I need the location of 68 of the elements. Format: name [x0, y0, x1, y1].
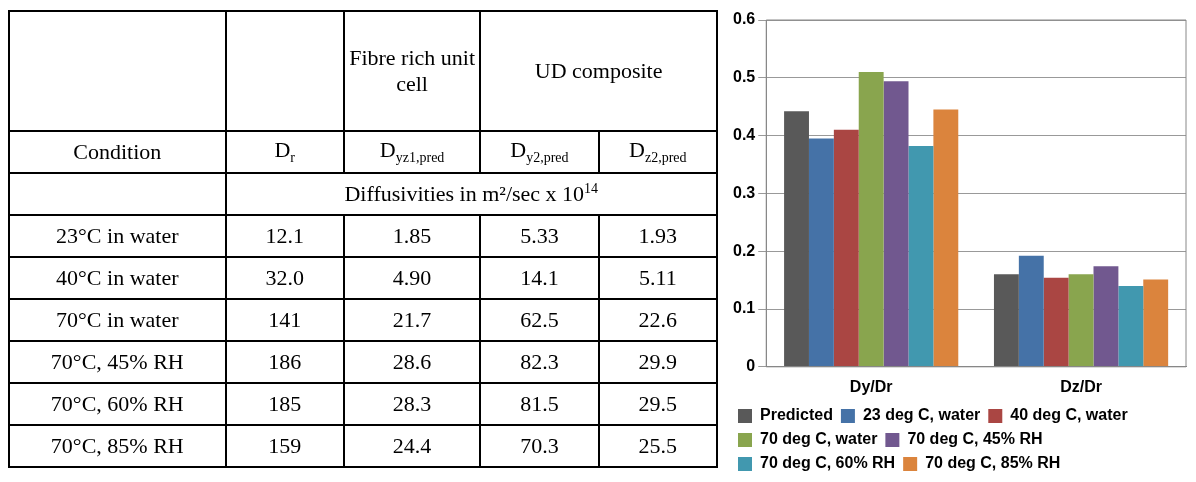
data-label: 1.93: [598, 215, 717, 257]
data-label: 12.1: [225, 215, 344, 257]
x-tick-label: D$_{r}$: [225, 131, 344, 173]
bar: [993, 274, 1019, 367]
text: UD composite: [480, 11, 717, 131]
x-tick-label: D$_{y2,pred}$: [480, 131, 599, 173]
data-label: 21.7: [343, 299, 481, 341]
bar: [808, 138, 834, 367]
bar: [1118, 285, 1144, 367]
bar: [858, 72, 884, 367]
y-tick-label: 0.6: [732, 10, 756, 28]
bar: [1043, 277, 1069, 367]
bar: [933, 109, 959, 367]
y-tick-label: 0: [746, 357, 756, 375]
data-label: 70.3: [480, 425, 599, 467]
y-tick-label: 0.2: [732, 241, 756, 259]
y-tick-label: 40°C in water: [9, 257, 226, 299]
x-tick-label: Dy/Dr: [849, 377, 893, 395]
data-label: 185: [225, 383, 344, 425]
y-tick-label: 70°C, 45% RH: [9, 341, 226, 383]
data-label: 29.9: [598, 341, 717, 383]
data-label: 5.11: [598, 257, 717, 299]
y-tick-label: 0.3: [732, 183, 756, 201]
legend-label: 23 deg C, water: [862, 406, 981, 424]
y-tick-label: 0.5: [732, 68, 756, 86]
legend-label: Predicted: [760, 406, 833, 424]
data-label: 22.6: [598, 299, 717, 341]
data-label: 82.3: [480, 341, 599, 383]
data-label: 25.5: [598, 425, 717, 467]
bar: [1018, 255, 1044, 367]
legend-label: 70 deg C, 85% RH: [925, 454, 1061, 472]
y-tick-label: 70°C, 85% RH: [9, 425, 226, 467]
bar: [1093, 266, 1119, 367]
data-label: 32.0: [225, 257, 344, 299]
x-axis-title: Condition: [9, 131, 226, 173]
legend-label: 70 deg C, 60% RH: [760, 454, 896, 472]
data-label: 29.5: [598, 383, 717, 425]
bar: [1143, 279, 1169, 367]
data-label: 159: [225, 425, 344, 467]
data-label: 14.1: [480, 257, 599, 299]
text: Diffusivities in m²/sec x 10$^{14}$: [225, 173, 717, 215]
data-label: 186: [225, 341, 344, 383]
data-label: 5.33: [480, 215, 599, 257]
data-label: 62.5: [480, 299, 599, 341]
legend-label: 70 deg C, water: [760, 430, 878, 448]
data-label: 4.90: [343, 257, 481, 299]
y-tick-label: 0.4: [732, 126, 756, 144]
x-tick-label: D$_{yz1,pred}$: [343, 131, 481, 173]
data-label: 28.3: [343, 383, 481, 425]
data-label: 1.85: [343, 215, 481, 257]
bar: [883, 81, 909, 367]
bar: [833, 129, 859, 367]
y-tick-label: 0.1: [732, 299, 756, 317]
x-tick-label: Dz/Dr: [1060, 377, 1102, 395]
bar: [1068, 274, 1094, 367]
legend-label: 70 deg C, 45% RH: [907, 430, 1043, 448]
x-tick-label: D$_{z2,pred}$: [598, 131, 717, 173]
legend-label: 40 deg C, water: [1010, 406, 1128, 424]
bar: [908, 146, 934, 367]
data-label: 141: [225, 299, 344, 341]
bar: [784, 111, 809, 367]
data-label: 28.6: [343, 341, 481, 383]
y-tick-label: 70°C, 60% RH: [9, 383, 226, 425]
data-label: 81.5: [480, 383, 599, 425]
y-tick-label: 23°C in water: [9, 215, 226, 257]
text: Fibre rich unit cell: [343, 11, 481, 131]
y-tick-label: 70°C in water: [9, 299, 226, 341]
data-label: 24.4: [343, 425, 481, 467]
